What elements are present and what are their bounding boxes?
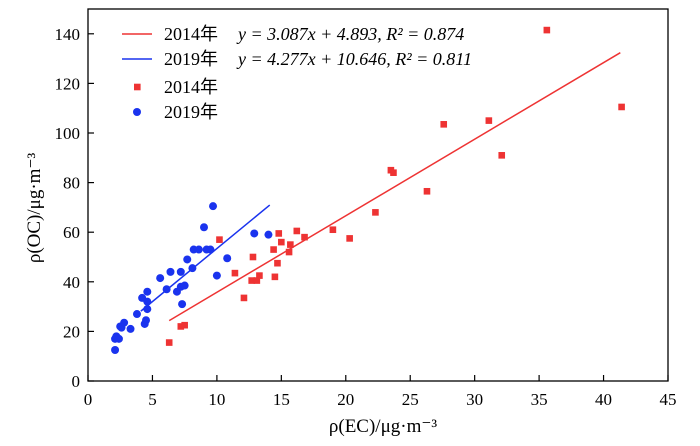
data-point-2019: [212, 271, 221, 280]
legend: 2014年 y = 3.087x + 4.893, R² = 0.874 2019年…: [122, 24, 472, 122]
fit-lines: [140, 52, 621, 322]
data-point-2019: [166, 267, 175, 276]
data-point-2019: [132, 310, 141, 319]
x-tick-label: 20: [337, 390, 354, 409]
data-point-2019: [143, 287, 152, 296]
plot-frame: [87, 8, 669, 382]
data-point-2014: [181, 321, 188, 329]
data-points: [111, 26, 625, 354]
data-point-2014: [271, 273, 279, 281]
data-point-2019: [162, 285, 171, 294]
fit-line-2014: [168, 52, 621, 322]
data-point-2014: [249, 253, 257, 261]
data-point-2014: [293, 227, 301, 235]
data-point-2014: [177, 323, 185, 330]
data-point-2014: [165, 339, 173, 346]
data-point-2019: [223, 254, 232, 263]
data-point-2014: [618, 103, 625, 111]
axis-ticks: 0 5 10 15 20 25 30 35 40 45 0 20 40 60 80 100 120 140: [55, 25, 677, 409]
y-axis-title: ρ(OC)/μg·m⁻³: [24, 153, 45, 264]
legend-marker-2014: [134, 83, 141, 91]
data-point-2019: [143, 305, 152, 314]
legend-label: 2014年: [164, 24, 218, 44]
data-point-2019: [111, 346, 120, 354]
data-point-2014: [440, 121, 448, 128]
legend-marker-2019: [133, 108, 141, 116]
legend-label: 2019年: [164, 102, 218, 122]
y-tick-label: 40: [63, 273, 80, 292]
data-point-2019: [180, 281, 189, 290]
data-point-2014: [240, 294, 248, 302]
data-point-2019: [200, 223, 208, 232]
x-tick-label: 45: [660, 390, 677, 409]
x-tick-label: 25: [402, 390, 419, 409]
y-tick-label: 60: [63, 223, 80, 242]
y-tick-label: 0: [72, 372, 81, 391]
legend-label: 2019年: [164, 49, 218, 69]
x-axis-title: ρ(EC)/μg·m⁻³: [329, 416, 438, 437]
x-tick-label: 10: [208, 390, 225, 409]
data-point-2019: [142, 316, 150, 325]
data-point-2014: [274, 259, 281, 267]
legend-label: 2014年: [164, 77, 218, 97]
data-point-2019: [206, 245, 215, 254]
fit-line-2019: [140, 204, 271, 312]
y-tick-label: 80: [63, 174, 80, 193]
x-tick-label: 0: [84, 390, 93, 409]
data-point-2019: [194, 245, 203, 254]
data-point-2014: [498, 152, 506, 159]
data-point-2014: [423, 187, 431, 195]
data-point-2014: [390, 169, 397, 176]
data-point-2019: [188, 264, 197, 273]
data-point-2014: [248, 277, 255, 284]
data-point-2014: [270, 246, 277, 253]
data-point-2014: [543, 26, 551, 34]
data-point-2014: [301, 233, 308, 241]
data-point-2019: [209, 202, 218, 211]
data-point-2019: [264, 230, 273, 239]
data-point-2019: [183, 255, 192, 264]
data-point-2019: [176, 267, 185, 276]
data-point-2014: [253, 277, 261, 284]
data-point-2014: [278, 238, 285, 246]
y-tick-label: 100: [55, 124, 81, 143]
x-tick-label: 5: [148, 390, 157, 409]
data-point-2014: [287, 241, 294, 248]
x-tick-label: 35: [531, 390, 548, 409]
data-point-2019: [178, 300, 187, 309]
data-point-2014: [372, 209, 379, 216]
data-point-2014: [346, 235, 353, 242]
data-point-2014: [285, 248, 293, 256]
y-tick-label: 20: [63, 322, 80, 341]
data-point-2019: [126, 324, 135, 333]
data-point-2019: [143, 297, 152, 306]
plot-border: [87, 8, 669, 382]
legend-equation: y = 4.277x + 10.646, R² = 0.811: [236, 49, 472, 69]
data-point-2019: [114, 334, 123, 343]
data-point-2019: [120, 318, 129, 327]
x-tick-label: 15: [273, 390, 290, 409]
x-tick-label: 40: [595, 390, 612, 409]
data-point-2014: [256, 272, 263, 279]
data-point-2014: [329, 226, 337, 234]
data-point-2014: [275, 230, 283, 237]
data-point-2014: [216, 236, 223, 243]
data-point-2014: [485, 117, 493, 124]
x-tick-label: 30: [466, 390, 483, 409]
y-tick-label: 140: [55, 25, 81, 44]
y-tick-label: 120: [55, 74, 81, 93]
data-point-2019: [250, 229, 259, 238]
data-point-2014: [231, 269, 239, 277]
legend-equation: y = 3.087x + 4.893, R² = 0.874: [236, 24, 464, 44]
data-point-2019: [156, 274, 165, 283]
